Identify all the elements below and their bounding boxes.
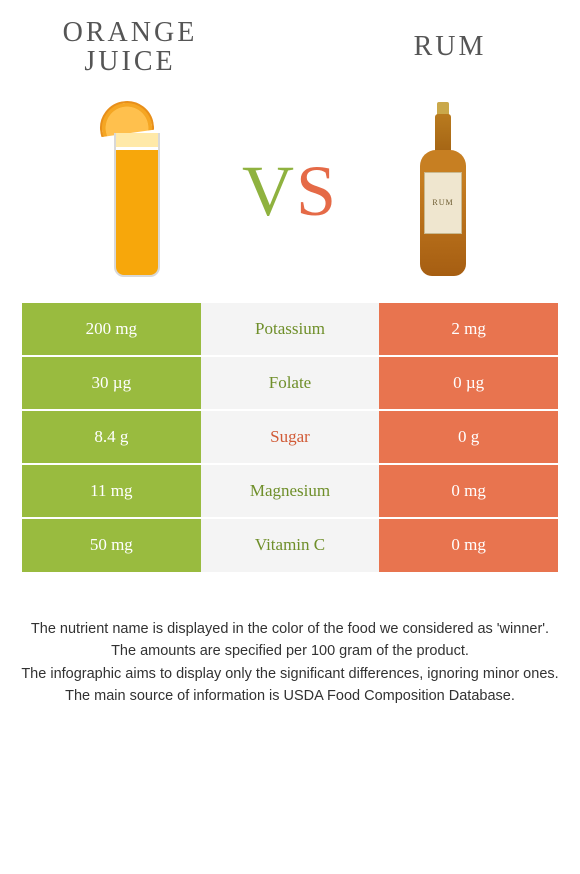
header: Orange juice Rum xyxy=(0,0,580,77)
cell-right-value: 0 µg xyxy=(379,356,558,410)
nutrition-table: 200 mgPotassium2 mg30 µgFolate0 µg8.4 gS… xyxy=(22,301,558,572)
vs-v: V xyxy=(242,151,296,231)
rum-bottle-label: RUM xyxy=(424,172,462,234)
title-left-line2: juice xyxy=(84,46,175,77)
rum-bottle-icon: RUM xyxy=(408,102,478,282)
table-row: 30 µgFolate0 µg xyxy=(22,356,558,410)
footnote-1: The nutrient name is displayed in the co… xyxy=(18,618,562,640)
cell-left-value: 200 mg xyxy=(22,302,201,356)
table-row: 200 mgPotassium2 mg xyxy=(22,302,558,356)
cell-right-value: 0 mg xyxy=(379,464,558,518)
cell-left-value: 8.4 g xyxy=(22,410,201,464)
cell-left-value: 30 µg xyxy=(22,356,201,410)
cell-nutrient-name: Folate xyxy=(201,356,380,410)
cell-nutrient-name: Sugar xyxy=(201,410,380,464)
footnote-3: The infographic aims to display only the… xyxy=(18,663,562,685)
title-left: Orange juice xyxy=(30,18,230,77)
vs-s: S xyxy=(296,151,338,231)
footnotes: The nutrient name is displayed in the co… xyxy=(0,618,580,708)
image-left xyxy=(62,107,212,277)
title-right: Rum xyxy=(350,32,550,61)
cell-nutrient-name: Magnesium xyxy=(201,464,380,518)
title-right-text: Rum xyxy=(414,31,487,62)
cell-nutrient-name: Potassium xyxy=(201,302,380,356)
table-row: 11 mgMagnesium0 mg xyxy=(22,464,558,518)
cell-right-value: 0 mg xyxy=(379,518,558,572)
cell-right-value: 2 mg xyxy=(379,302,558,356)
vs-label: VS xyxy=(242,150,338,233)
cell-right-value: 0 g xyxy=(379,410,558,464)
nutrition-table-body: 200 mgPotassium2 mg30 µgFolate0 µg8.4 gS… xyxy=(22,302,558,572)
image-right: RUM xyxy=(368,102,518,282)
table-row: 50 mgVitamin C0 mg xyxy=(22,518,558,572)
footnote-4: The main source of information is USDA F… xyxy=(18,685,562,707)
title-left-line1: Orange xyxy=(63,17,198,48)
images-row: VS RUM xyxy=(0,97,580,287)
table-row: 8.4 gSugar0 g xyxy=(22,410,558,464)
cell-nutrient-name: Vitamin C xyxy=(201,518,380,572)
cell-left-value: 11 mg xyxy=(22,464,201,518)
footnote-2: The amounts are specified per 100 gram o… xyxy=(18,640,562,662)
orange-juice-icon xyxy=(92,107,182,277)
cell-left-value: 50 mg xyxy=(22,518,201,572)
